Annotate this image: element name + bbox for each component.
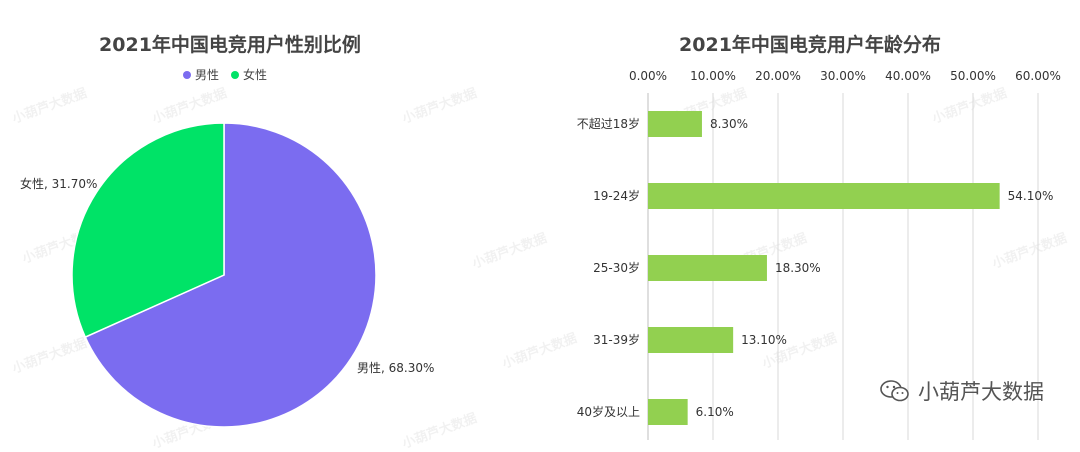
x-tick-label: 50.00% bbox=[950, 69, 996, 83]
pie-data-label: 女性, 31.70% bbox=[20, 176, 97, 191]
x-tick-label: 10.00% bbox=[690, 69, 736, 83]
bar-value-label: 13.10% bbox=[741, 333, 787, 347]
y-category-label: 40岁及以上 bbox=[577, 404, 640, 419]
x-tick-label: 30.00% bbox=[820, 69, 866, 83]
pie-chart-title: 2021年中国电竞用户性别比例 bbox=[99, 34, 361, 56]
y-category-label: 19-24岁 bbox=[593, 188, 640, 203]
bar bbox=[648, 183, 1000, 209]
y-category-label: 31-39岁 bbox=[593, 332, 640, 347]
bar-value-label: 54.10% bbox=[1008, 189, 1054, 203]
wechat-icon bbox=[880, 380, 909, 402]
pie-slice-male bbox=[84, 122, 377, 428]
pie-data-label: 男性, 68.30% bbox=[357, 361, 434, 375]
bar-value-label: 8.30% bbox=[710, 117, 748, 131]
legend-item-male: 男性 bbox=[183, 66, 219, 83]
pie-legend: 男性 女性 bbox=[183, 66, 267, 83]
x-tick-label: 40.00% bbox=[885, 69, 931, 83]
bar bbox=[648, 327, 734, 353]
legend-label-female: 女性 bbox=[243, 68, 268, 82]
pie-chart: 男性, 68.30% 女性, 31.70% bbox=[20, 122, 434, 428]
legend-item-female: 女性 bbox=[231, 66, 267, 83]
bar-chart-title: 2021年中国电竞用户年龄分布 bbox=[679, 34, 941, 56]
bar bbox=[648, 255, 767, 281]
x-tick-label: 20.00% bbox=[755, 69, 801, 83]
x-tick-label: 60.00% bbox=[1015, 69, 1061, 83]
bar-value-label: 6.10% bbox=[696, 405, 734, 419]
pie-slice-female bbox=[71, 122, 225, 339]
bar-chart: 0.00% 10.00% 20.00% 30.00% 40.00% 50.00% 60.00… bbox=[577, 69, 1061, 440]
legend-swatch-male bbox=[183, 70, 191, 79]
bar bbox=[648, 111, 702, 137]
x-tick-label: 0.00% bbox=[629, 69, 667, 83]
bar-value-label: 18.30% bbox=[775, 261, 821, 275]
y-category-label: 不超过18岁 bbox=[577, 116, 640, 131]
brand-badge: 小葫芦大数据 bbox=[880, 376, 1044, 406]
legend-swatch-female bbox=[231, 70, 240, 79]
y-category-label: 25-30岁 bbox=[593, 260, 640, 275]
brand-text: 小葫芦大数据 bbox=[918, 380, 1044, 404]
bar bbox=[648, 399, 688, 425]
legend-label-male: 男性 bbox=[195, 68, 220, 82]
